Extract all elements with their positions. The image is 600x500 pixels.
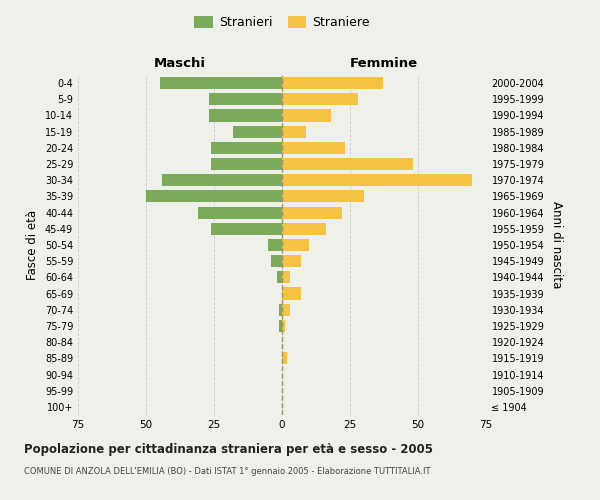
Bar [282, 158, 413, 170]
Bar [211, 222, 282, 235]
Text: Popolazione per cittadinanza straniera per età e sesso - 2005: Popolazione per cittadinanza straniera p… [24, 442, 433, 456]
Bar [271, 255, 282, 268]
Bar [233, 126, 282, 138]
Legend: Stranieri, Straniere: Stranieri, Straniere [189, 11, 375, 34]
Bar [268, 239, 282, 251]
Bar [209, 93, 282, 106]
Bar [282, 142, 344, 154]
Text: Femmine: Femmine [350, 57, 418, 70]
Bar [277, 272, 282, 283]
Bar [146, 190, 282, 202]
Bar [282, 93, 358, 106]
Bar [160, 77, 282, 89]
Bar [279, 304, 282, 316]
Bar [282, 77, 383, 89]
Bar [282, 288, 301, 300]
Bar [163, 174, 282, 186]
Y-axis label: Fasce di età: Fasce di età [26, 210, 39, 280]
Bar [282, 304, 290, 316]
Bar [282, 126, 307, 138]
Text: Maschi: Maschi [154, 57, 206, 70]
Bar [282, 255, 301, 268]
Bar [282, 320, 285, 332]
Bar [197, 206, 282, 218]
Bar [282, 352, 287, 364]
Bar [282, 110, 331, 122]
Bar [282, 222, 326, 235]
Bar [282, 174, 472, 186]
Bar [282, 206, 342, 218]
Y-axis label: Anni di nascita: Anni di nascita [550, 202, 563, 288]
Bar [282, 190, 364, 202]
Bar [211, 158, 282, 170]
Bar [282, 239, 309, 251]
Text: COMUNE DI ANZOLA DELL'EMILIA (BO) - Dati ISTAT 1° gennaio 2005 - Elaborazione TU: COMUNE DI ANZOLA DELL'EMILIA (BO) - Dati… [24, 468, 431, 476]
Bar [211, 142, 282, 154]
Bar [282, 272, 290, 283]
Bar [279, 320, 282, 332]
Bar [209, 110, 282, 122]
